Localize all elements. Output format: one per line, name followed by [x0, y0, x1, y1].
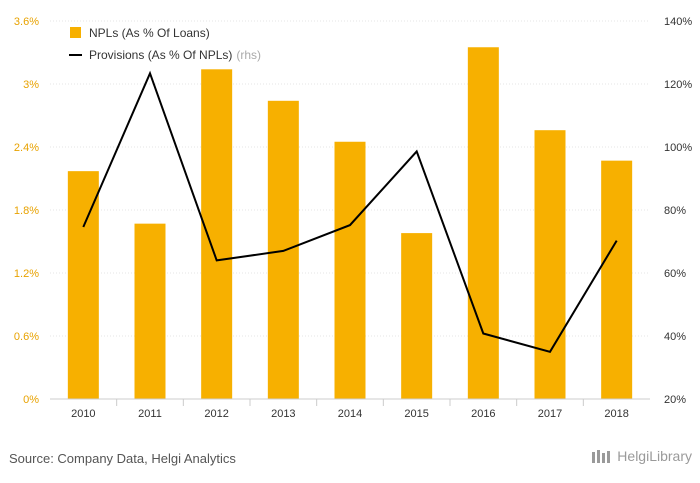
y-left-tick-label: 0.6% — [14, 331, 39, 343]
y-left-tick-label: 1.8% — [14, 205, 39, 217]
x-tick-label: 2011 — [138, 408, 162, 420]
y-right-tick-label: 40% — [664, 331, 686, 343]
bar-npls-2012 — [201, 69, 233, 400]
line-provisions — [82, 70, 618, 353]
bar-npls-2014 — [334, 141, 366, 399]
legend-label-npls: NPLs (As % Of Loans) — [89, 26, 210, 40]
x-tick-label: 2014 — [338, 408, 362, 420]
y-right-tick-label: 120% — [664, 79, 692, 91]
bar-npls-2015 — [401, 233, 433, 399]
source-note: Source: Company Data, Helgi Analytics — [9, 451, 236, 466]
bar-npls-2010 — [67, 171, 99, 399]
helgi-library-logo: HelgiLibrary — [591, 448, 692, 464]
y-left-tick-label: 2.4% — [14, 142, 39, 154]
y-right-tick-label: 140% — [664, 16, 692, 28]
x-tick-label: 2013 — [271, 408, 295, 420]
chart: 0% 20% 0.6% 40% 1.2% 60% 1.8% 80% 2.4% 100% 3% 120%… — [14, 16, 692, 420]
axes: 0% 20% 0.6% 40% 1.2% 60% 1.8% 80% 2.4% 100% 3% 120%… — [14, 16, 692, 420]
bar-npls-2017 — [534, 130, 566, 399]
legend-label-provisions-group: Provisions (As % Of NPLs) (rhs) — [89, 48, 261, 62]
x-tick-label: 2018 — [604, 408, 628, 420]
y-left-tick-label: 0% — [23, 394, 39, 406]
y-left-tick-label: 1.2% — [14, 268, 39, 280]
x-tick-label: 2015 — [404, 408, 428, 420]
bar-npls-2011 — [134, 223, 166, 399]
legend: NPLs (As % Of Loans) Provisions (As % Of… — [69, 26, 261, 62]
y-left-tick-label: 3% — [23, 79, 39, 91]
bar-npls-2018 — [601, 160, 633, 399]
line-series — [82, 70, 618, 353]
x-tick-label: 2010 — [71, 408, 95, 420]
bar-npls-2016 — [467, 47, 499, 399]
y-right-tick-label: 100% — [664, 142, 692, 154]
y-right-tick-label: 60% — [664, 268, 686, 280]
logo-text: HelgiLibrary — [617, 448, 692, 464]
bar-series — [67, 47, 633, 400]
y-right-tick-label: 20% — [664, 394, 686, 406]
y-right-tick-label: 80% — [664, 205, 686, 217]
x-tick-label: 2017 — [538, 408, 562, 420]
y-left-tick-label: 3.6% — [14, 16, 39, 28]
legend-label-provisions: Provisions (As % Of NPLs) — [89, 48, 232, 62]
legend-swatch-npls — [70, 27, 81, 38]
library-icon — [592, 450, 611, 463]
x-tick-label: 2016 — [471, 408, 495, 420]
legend-label-rhs: (rhs) — [236, 48, 261, 62]
x-tick-label: 2012 — [204, 408, 228, 420]
